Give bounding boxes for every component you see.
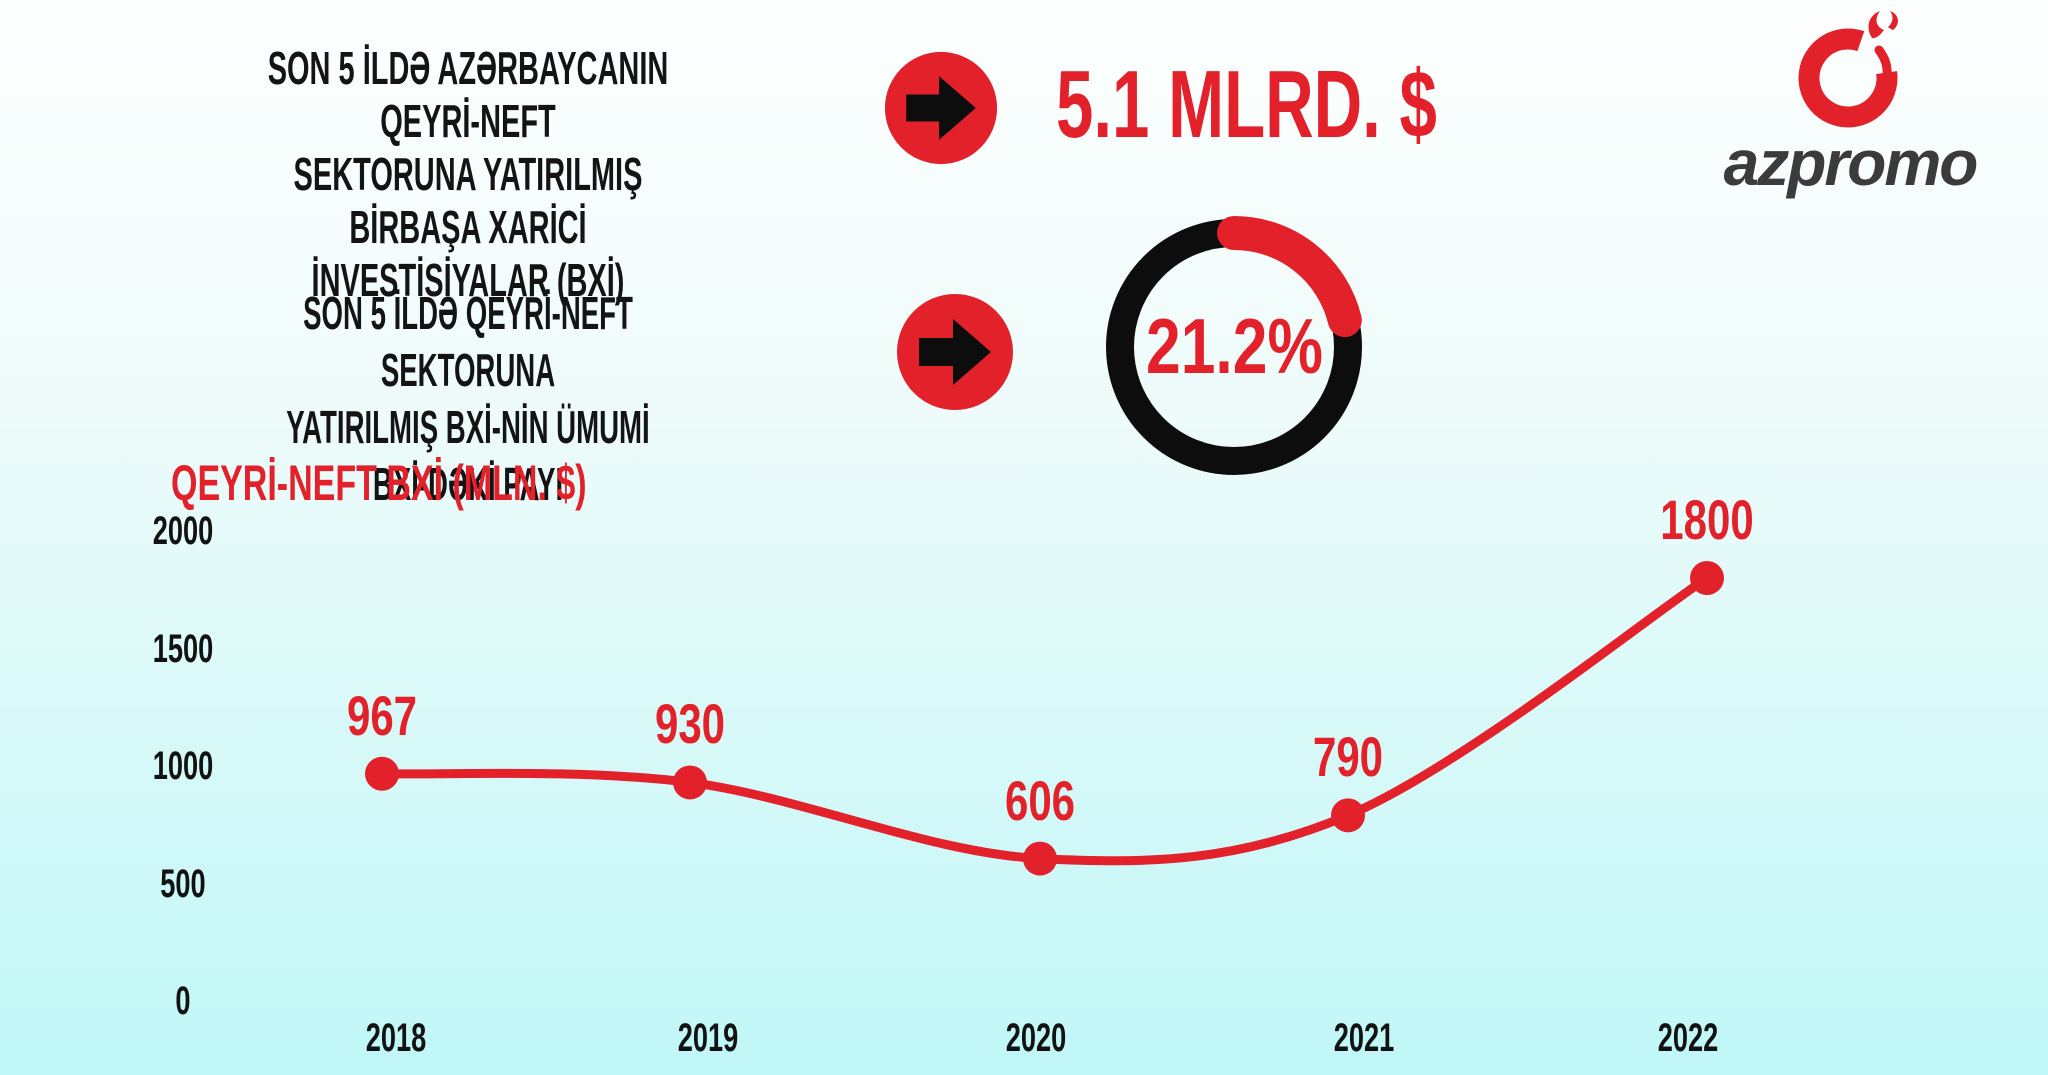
line-series <box>377 573 1712 866</box>
stat1-value-text: 5.1 MLRD. $ <box>1056 51 1437 158</box>
y-tick-label: 1500 <box>152 626 214 671</box>
donut-chart <box>1103 216 1365 478</box>
stat1-line1: SON 5 İLDƏ AZƏRBAYCANIN QEYRİ-NEFT <box>267 42 669 147</box>
donut-percentage: 21.2% <box>1124 306 1344 386</box>
data-point-label: 790 <box>1312 725 1384 789</box>
stat1-label: SON 5 İLDƏ AZƏRBAYCANIN QEYRİ-NEFT SEKTO… <box>115 42 821 307</box>
azpromo-logo-text: azpromo <box>1723 127 1979 199</box>
y-tick-label: 0 <box>175 979 191 1023</box>
y-tick-label: 2000 <box>152 509 214 553</box>
arrow-right-icon <box>897 294 1013 410</box>
data-point-marker <box>365 756 399 791</box>
data-point-label: 1800 <box>1660 488 1754 551</box>
data-point-marker <box>673 765 707 800</box>
y-tick-label: 500 <box>160 861 206 906</box>
line-chart <box>365 561 1724 876</box>
stat2-line1: SON 5 İLDƏ QEYRİ-NEFT SEKTORUNA <box>303 287 633 396</box>
data-point-label: 967 <box>346 683 418 747</box>
data-point-marker <box>1023 841 1057 876</box>
donut-percentage-text: 21.2% <box>1146 302 1323 390</box>
data-point-marker <box>1690 561 1724 595</box>
x-tick-label: 2021 <box>1333 1016 1395 1060</box>
x-tick-label: 2022 <box>1657 1016 1719 1060</box>
data-point-marker <box>1331 798 1365 833</box>
y-tick-label: 1000 <box>152 744 214 788</box>
stat1-line2: SEKTORUNA YATIRILMIŞ BİRBAŞA XARİCİ <box>293 148 643 253</box>
donut-percentage-arc <box>1103 216 1365 478</box>
x-tick-label: 2020 <box>1005 1016 1067 1060</box>
data-point-label: 606 <box>1004 768 1076 832</box>
x-tick-label: 2018 <box>365 1016 427 1060</box>
stat1-line3: İNVESTİSİYALAR (BXİ) <box>311 254 625 306</box>
arrow-right-icon <box>884 51 998 165</box>
x-tick-label: 2019 <box>677 1016 739 1060</box>
stat1-value: 5.1 MLRD. $ <box>1056 40 1600 170</box>
stat2-line2: YATIRILMIŞ BXİ-NİN ÜMUMİ BXİ-DƏKİ PAYI <box>286 401 650 510</box>
stat2-label: SON 5 İLDƏ QEYRİ-NEFT SEKTORUNA YATIRILM… <box>115 285 821 513</box>
azpromo-logo-icon <box>1798 11 1899 128</box>
data-point-label: 930 <box>654 692 726 756</box>
chart-title-text: QEYRİ-NEFT BXİ (MLN. $) <box>171 455 587 511</box>
chart-title: QEYRİ-NEFT BXİ (MLN. $) <box>171 455 782 511</box>
